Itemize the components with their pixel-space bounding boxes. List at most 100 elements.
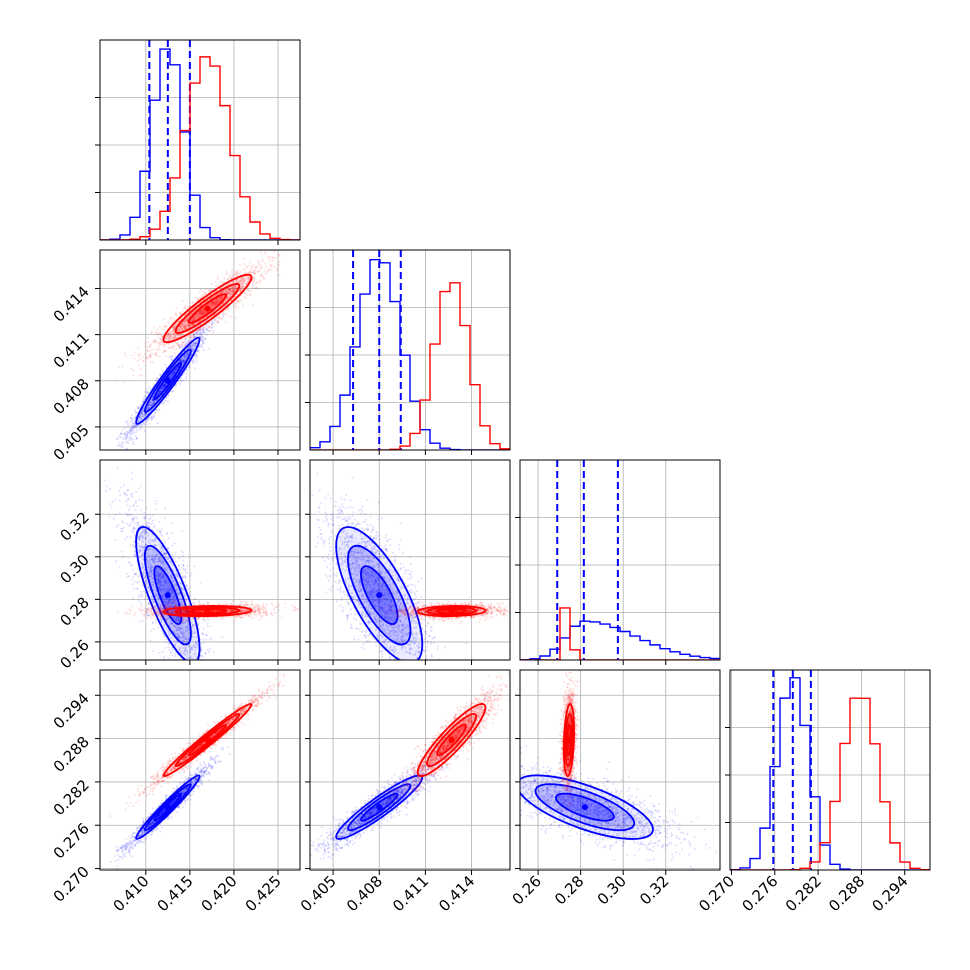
scatter-point: [126, 536, 129, 538]
scatter-point: [219, 296, 222, 299]
scatter-point: [164, 552, 167, 555]
scatter-point: [174, 572, 177, 575]
scatter-point: [180, 334, 182, 337]
scatter-point: [109, 503, 111, 506]
scatter-point: [175, 369, 178, 372]
scatter-point: [215, 301, 217, 304]
scatter-point: [143, 342, 146, 345]
scatter-point: [203, 338, 206, 341]
scatter-point: [160, 604, 163, 607]
scatter-point: [187, 645, 189, 648]
scatter-point: [191, 648, 194, 651]
scatter-point: [186, 651, 188, 654]
scatter-point: [193, 367, 196, 370]
scatter-point: [132, 424, 135, 427]
scatter-point: [165, 325, 168, 328]
scatter-point: [222, 316, 225, 319]
scatter-point: [167, 557, 170, 560]
scatter-point: [206, 329, 209, 332]
scatter-point: [146, 418, 149, 421]
scatter-point: [172, 336, 175, 339]
scatter-point: [239, 289, 242, 292]
scatter-point: [187, 653, 190, 656]
scatter-point: [209, 684, 211, 686]
scatter-point: [234, 287, 237, 290]
scatter-point: [194, 646, 197, 649]
scatter-point: [228, 276, 231, 279]
scatter-point: [179, 359, 182, 362]
scatter-point: [159, 391, 162, 394]
scatter-point: [137, 419, 140, 422]
scatter-point: [207, 661, 209, 663]
scatter-point: [132, 503, 135, 506]
scatter-point: [164, 641, 167, 644]
scatter-point: [170, 390, 173, 393]
scatter-point: [231, 275, 234, 278]
scatter-point: [235, 281, 238, 284]
scatter-point: [163, 383, 166, 385]
scatter-point: [142, 534, 145, 537]
scatter-point: [128, 575, 130, 578]
scatter-point: [173, 371, 176, 374]
scatter-point: [178, 335, 181, 338]
scatter-point: [191, 319, 194, 322]
scatter-point: [149, 516, 152, 519]
scatter-point: [144, 517, 147, 519]
scatter-point: [144, 414, 147, 417]
scatter-point: [151, 399, 154, 401]
scatter-point: [221, 290, 224, 293]
scatter-point: [171, 373, 174, 376]
scatter-point: [230, 289, 233, 292]
scatter-point: [241, 276, 244, 279]
scatter-point: [209, 306, 212, 309]
scatter-point: [191, 344, 194, 347]
scatter-point: [160, 595, 163, 598]
scatter-point: [136, 429, 139, 432]
scatter-point: [228, 274, 231, 277]
scatter-point: [140, 411, 143, 414]
diag-panel-0: [99, 39, 301, 241]
scatter-point: [228, 287, 231, 290]
scatter-point: [144, 356, 147, 359]
scatter-point: [220, 291, 223, 294]
scatter-point: [239, 288, 242, 291]
scatter-point: [170, 347, 173, 349]
scatter-point: [187, 353, 190, 356]
scatter-point: [132, 527, 135, 529]
scatter-point: [138, 548, 141, 551]
scatter-point: [164, 385, 167, 387]
scatter-point: [171, 372, 174, 375]
scatter-point: [184, 599, 187, 602]
scatter-point: [224, 290, 227, 293]
scatter-point: [278, 261, 281, 264]
scatter-point: [191, 635, 194, 638]
scatter-point: [163, 593, 165, 596]
scatter-point: [243, 262, 246, 265]
scatter-point: [176, 640, 179, 643]
scatter-point: [155, 567, 158, 570]
scatter-point: [207, 325, 210, 328]
scatter-point: [185, 348, 188, 351]
scatter-point: [249, 270, 252, 273]
scatter-point: [186, 666, 188, 668]
scatter-point: [201, 309, 204, 312]
scatter-point: [163, 385, 166, 387]
scatter-point: [176, 366, 179, 369]
scatter-point: [151, 416, 154, 419]
scatter-point: [195, 642, 198, 645]
scatter-point: [199, 726, 201, 728]
scatter-point: [115, 560, 118, 563]
scatter-point: [231, 298, 234, 301]
scatter-point: [229, 288, 231, 291]
scatter-point: [183, 651, 185, 654]
scatter-point: [238, 290, 241, 293]
scatter-point: [200, 332, 203, 335]
scatter-point: [140, 413, 143, 416]
scatter-point: [189, 314, 192, 317]
scatter-point: [144, 423, 147, 426]
scatter-point: [170, 377, 173, 380]
scatter-point: [125, 447, 128, 450]
scatter-point: [167, 630, 170, 633]
scatter-point: [159, 572, 162, 575]
scatter-point: [177, 619, 180, 622]
